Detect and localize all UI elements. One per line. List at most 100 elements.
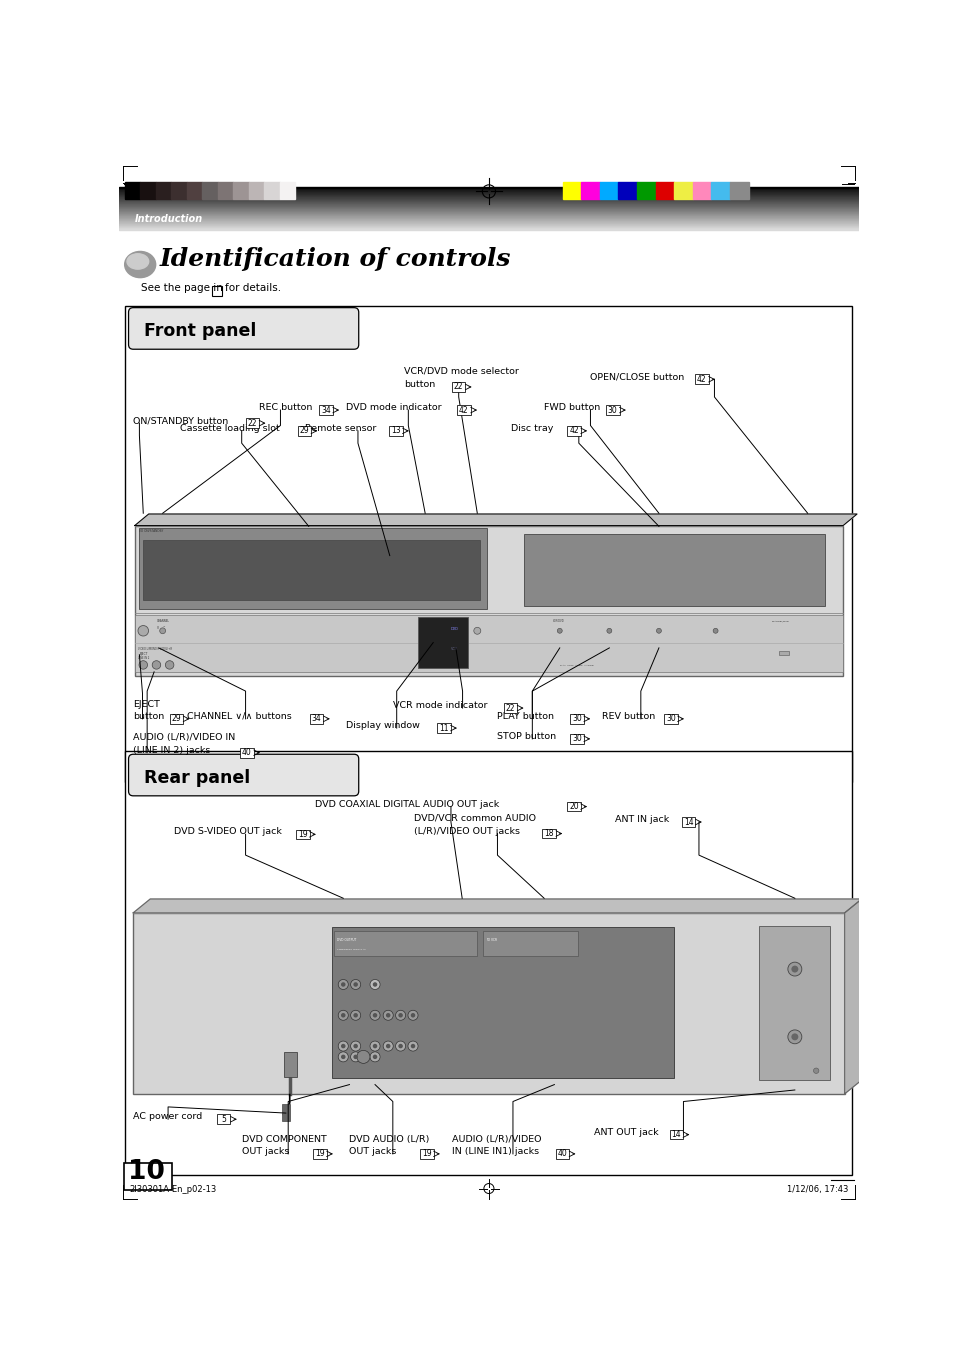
Text: 11: 11 <box>438 724 448 732</box>
Circle shape <box>159 628 166 634</box>
Text: AUDIO (L/R)/VIDEO IN: AUDIO (L/R)/VIDEO IN <box>133 734 235 743</box>
Circle shape <box>395 1011 405 1020</box>
Text: IN (LINE IN1) jacks: IN (LINE IN1) jacks <box>452 1147 539 1156</box>
Bar <box>669 1129 682 1139</box>
Circle shape <box>338 1052 348 1062</box>
Bar <box>570 734 583 743</box>
Circle shape <box>139 661 148 669</box>
Text: 29: 29 <box>299 427 309 435</box>
Bar <box>555 1150 569 1159</box>
Circle shape <box>353 1055 357 1059</box>
Text: 22: 22 <box>248 419 257 428</box>
Text: LINE IN 2: LINE IN 2 <box>137 655 149 659</box>
Bar <box>297 426 311 435</box>
Circle shape <box>340 1044 345 1048</box>
Circle shape <box>165 661 173 669</box>
Circle shape <box>474 627 480 634</box>
Text: 30: 30 <box>572 735 581 743</box>
Circle shape <box>338 979 348 989</box>
Text: ANT OUT jack: ANT OUT jack <box>594 1128 659 1136</box>
Circle shape <box>398 1013 402 1017</box>
Bar <box>143 540 479 600</box>
Text: 30: 30 <box>665 715 675 723</box>
Text: DVD AUDIO (L/R): DVD AUDIO (L/R) <box>348 1135 429 1144</box>
Bar <box>503 704 517 713</box>
Circle shape <box>373 1044 376 1048</box>
Text: 19: 19 <box>421 1150 431 1158</box>
Circle shape <box>383 1011 393 1020</box>
Circle shape <box>351 1042 360 1051</box>
Text: 2I30301A-En_p02-13: 2I30301A-En_p02-13 <box>130 1185 216 1194</box>
Bar <box>124 1163 172 1190</box>
Circle shape <box>340 982 345 986</box>
Bar <box>482 931 578 957</box>
Text: FWD button: FWD button <box>543 403 599 412</box>
Bar <box>212 286 222 296</box>
Text: DVD OUTPUT: DVD OUTPUT <box>336 938 355 942</box>
Text: Identification of controls: Identification of controls <box>159 247 511 272</box>
Bar <box>759 925 829 1079</box>
Bar <box>663 715 677 724</box>
Text: 19: 19 <box>314 1150 324 1158</box>
Text: DVD COAXIAL DIGITAL AUDIO OUT jack: DVD COAXIAL DIGITAL AUDIO OUT jack <box>315 800 499 809</box>
Text: 40: 40 <box>557 1150 567 1158</box>
Text: 34: 34 <box>312 715 321 723</box>
Text: 40: 40 <box>242 748 252 757</box>
Bar <box>216 1115 231 1124</box>
Text: 42: 42 <box>569 427 578 435</box>
Text: I/O ON/STANDBY: I/O ON/STANDBY <box>139 528 164 532</box>
Bar <box>279 182 294 199</box>
Bar <box>542 828 556 839</box>
Text: 13: 13 <box>391 427 400 435</box>
Text: OUT jacks: OUT jacks <box>241 1147 289 1156</box>
Text: AC power cord: AC power cord <box>133 1112 202 1121</box>
Text: 29: 29 <box>172 715 181 723</box>
Text: 22: 22 <box>505 704 515 712</box>
Text: 30: 30 <box>572 715 581 723</box>
Text: DVD COMPONENT: DVD COMPONENT <box>241 1135 326 1144</box>
Text: OUT jacks: OUT jacks <box>348 1147 395 1156</box>
Circle shape <box>813 1069 818 1074</box>
Bar <box>695 374 708 384</box>
Circle shape <box>353 982 357 986</box>
Bar <box>171 182 187 199</box>
Bar <box>125 751 852 1174</box>
Circle shape <box>791 966 798 973</box>
Bar <box>389 426 402 435</box>
Bar <box>618 182 637 199</box>
Bar <box>264 182 279 199</box>
Text: Rear panel: Rear panel <box>144 769 250 786</box>
Text: 34: 34 <box>321 405 331 415</box>
Text: Display window: Display window <box>346 721 419 730</box>
Text: Front panel: Front panel <box>144 322 256 340</box>
Ellipse shape <box>125 251 155 277</box>
Bar <box>681 817 695 827</box>
Circle shape <box>356 1050 370 1063</box>
Bar <box>233 182 249 199</box>
Bar <box>524 535 824 607</box>
Text: VCR mode indicator: VCR mode indicator <box>393 701 487 711</box>
Bar <box>170 715 183 724</box>
Polygon shape <box>133 898 861 913</box>
Bar <box>295 830 309 839</box>
Text: (L/R)/VIDEO OUT jacks: (L/R)/VIDEO OUT jacks <box>414 827 519 835</box>
Circle shape <box>338 1042 348 1051</box>
Text: EJECT: EJECT <box>133 700 160 708</box>
Polygon shape <box>134 513 856 526</box>
Text: V    ^: V ^ <box>157 626 166 630</box>
Text: OPEN/CLOSE button: OPEN/CLOSE button <box>590 373 684 381</box>
Bar <box>125 307 852 782</box>
Bar <box>240 748 253 758</box>
Text: STOP button: STOP button <box>497 732 556 740</box>
Circle shape <box>338 1011 348 1020</box>
Bar <box>134 615 842 671</box>
Bar <box>605 405 618 415</box>
Text: VCR: VCR <box>451 647 457 651</box>
Bar <box>419 1150 433 1159</box>
Circle shape <box>606 628 611 634</box>
Text: DVD: DVD <box>451 627 458 631</box>
Circle shape <box>340 1055 345 1059</box>
Bar <box>729 182 748 199</box>
FancyBboxPatch shape <box>129 308 358 349</box>
Bar <box>417 617 468 667</box>
